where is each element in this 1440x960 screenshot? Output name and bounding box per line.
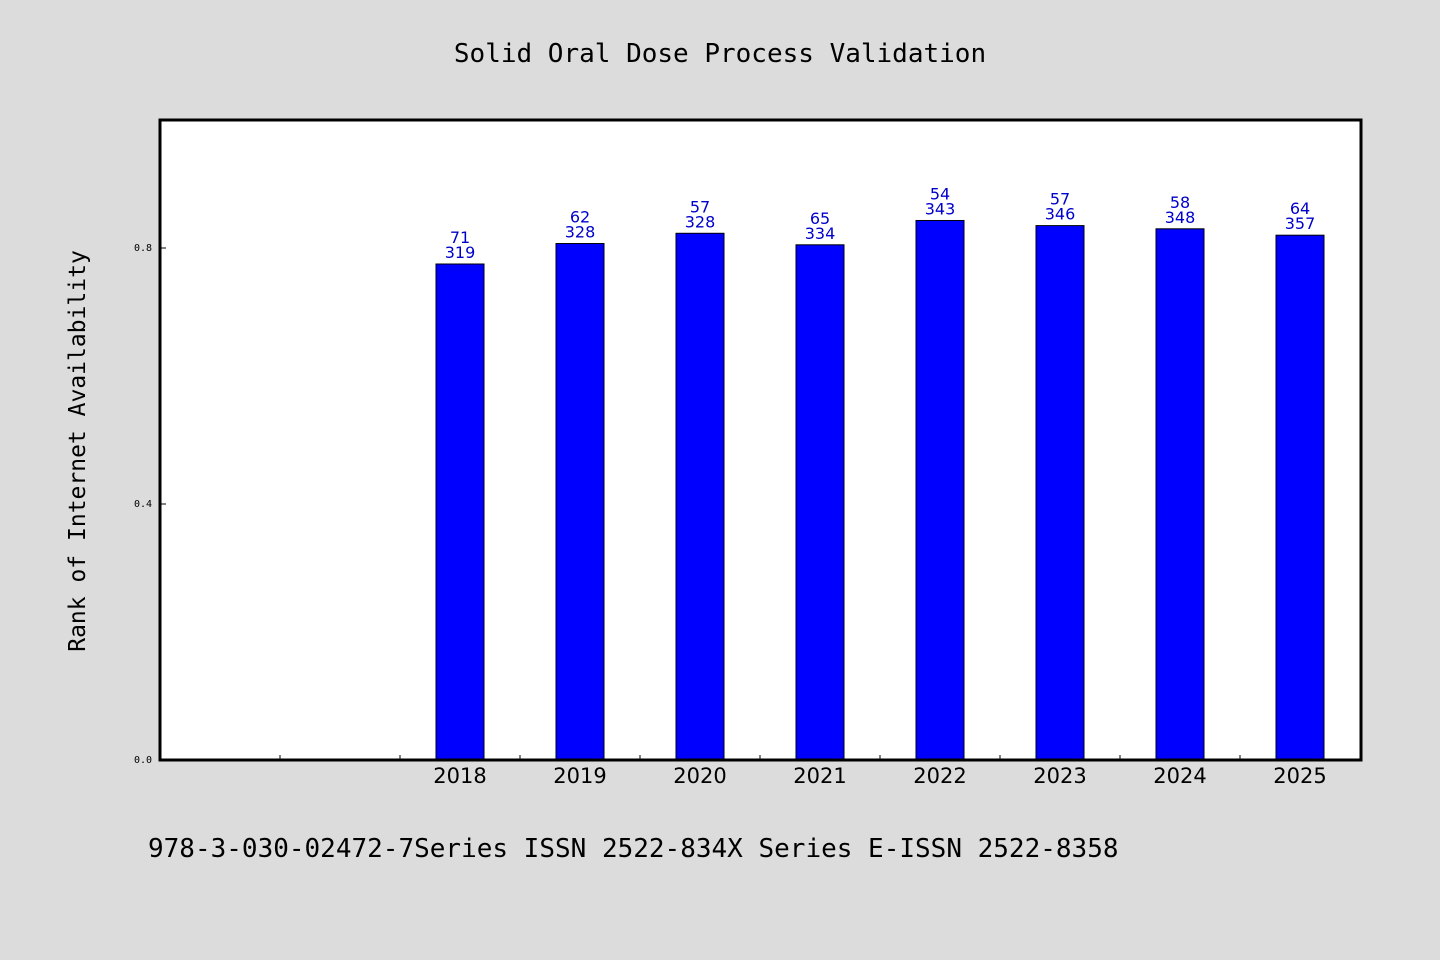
bar-label-top-2025: 64 — [1290, 199, 1310, 218]
plot-frame — [158, 118, 1363, 762]
bar-2020 — [675, 232, 725, 761]
bar-label-top-2022: 54 — [930, 184, 950, 203]
bar-label-bottom-2021: 334 — [805, 224, 836, 243]
bar-label-bottom-2022: 343 — [925, 199, 956, 218]
y-tick-label-0.8: 0.8 — [134, 243, 152, 254]
x-axis: 2018 2019 2020 2021 2022 2023 2024 2025 — [279, 755, 1361, 788]
bar-label-top-2019: 62 — [570, 208, 590, 227]
bar-2023 — [1035, 225, 1085, 761]
bar-label-bottom-2023: 346 — [1045, 205, 1076, 224]
bar-2018 — [435, 263, 485, 761]
bar-2024 — [1155, 228, 1205, 761]
x-tick-label-2024: 2024 — [1153, 764, 1206, 788]
x-tick-label-2021: 2021 — [793, 764, 846, 788]
bar-label-bottom-2024: 348 — [1165, 208, 1196, 227]
x-tick-label-2025: 2025 — [1273, 764, 1326, 788]
bar-2021 — [795, 244, 845, 761]
x-tick-label-2019: 2019 — [553, 764, 606, 788]
bar-label-bottom-2019: 328 — [565, 223, 596, 242]
bar-label-top-2024: 58 — [1170, 193, 1190, 212]
x-tick-label-2020: 2020 — [673, 764, 726, 788]
bar-label-top-2023: 57 — [1050, 190, 1070, 209]
x-tick-label-2022: 2022 — [913, 764, 966, 788]
bar-label-top-2020: 57 — [690, 197, 710, 216]
bars-group — [435, 219, 1325, 761]
bar-2025 — [1275, 234, 1325, 761]
bar-label-top-2021: 65 — [810, 209, 830, 228]
y-axis-label: Rank of Internet Availability — [65, 250, 91, 652]
x-tick-label-2018: 2018 — [433, 764, 486, 788]
bar-label-bottom-2018: 319 — [445, 243, 476, 262]
bar-label-bottom-2025: 357 — [1285, 214, 1316, 233]
bar-2019 — [555, 243, 605, 761]
bar-2022 — [915, 219, 965, 761]
chart-title: Solid Oral Dose Process Validation — [454, 39, 986, 69]
footnote: 978-3-030-02472-7Series ISSN 2522-834X S… — [148, 834, 1119, 864]
x-tick-label-2023: 2023 — [1033, 764, 1086, 788]
y-tick-label-0.4: 0.4 — [134, 499, 152, 510]
bar-label-bottom-2020: 328 — [685, 212, 716, 231]
bar-label-top-2018: 71 — [450, 228, 470, 247]
y-tick-label-0.0: 0.0 — [134, 755, 152, 766]
